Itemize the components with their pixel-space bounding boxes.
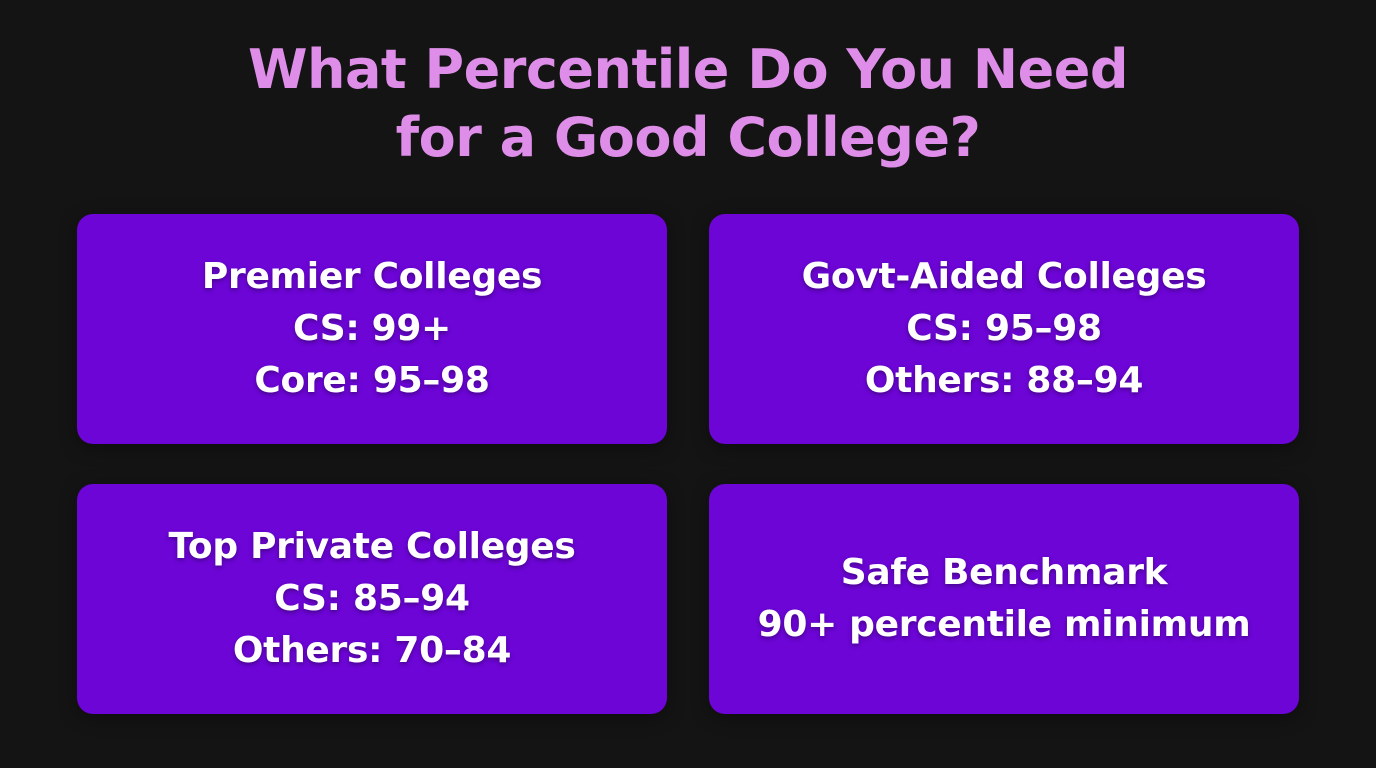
title-line-1: What Percentile Do You Need: [247, 38, 1129, 101]
card-heading: Premier Colleges: [201, 256, 543, 297]
card-line: Others: 70–84: [232, 630, 512, 671]
card-safe-benchmark: Safe Benchmark 90+ percentile minimum: [709, 484, 1299, 714]
card-line: Others: 88–94: [864, 360, 1144, 401]
card-line: Core: 95–98: [254, 360, 490, 401]
title-line-2: for a Good College?: [395, 106, 981, 169]
card-line: 90+ percentile minimum: [757, 604, 1251, 645]
card-line: CS: 95–98: [906, 308, 1102, 349]
card-heading: Safe Benchmark: [840, 552, 1168, 593]
card-govt-aided-colleges: Govt-Aided Colleges CS: 95–98 Others: 88…: [709, 214, 1299, 444]
page-title: What Percentile Do You Need for a Good C…: [0, 36, 1376, 172]
card-premier-colleges: Premier Colleges CS: 99+ Core: 95–98: [77, 214, 667, 444]
card-line: CS: 99+: [292, 308, 452, 349]
card-heading: Top Private Colleges: [168, 526, 576, 567]
card-line: CS: 85–94: [274, 578, 470, 619]
card-top-private-colleges: Top Private Colleges CS: 85–94 Others: 7…: [77, 484, 667, 714]
card-heading: Govt-Aided Colleges: [801, 256, 1207, 297]
